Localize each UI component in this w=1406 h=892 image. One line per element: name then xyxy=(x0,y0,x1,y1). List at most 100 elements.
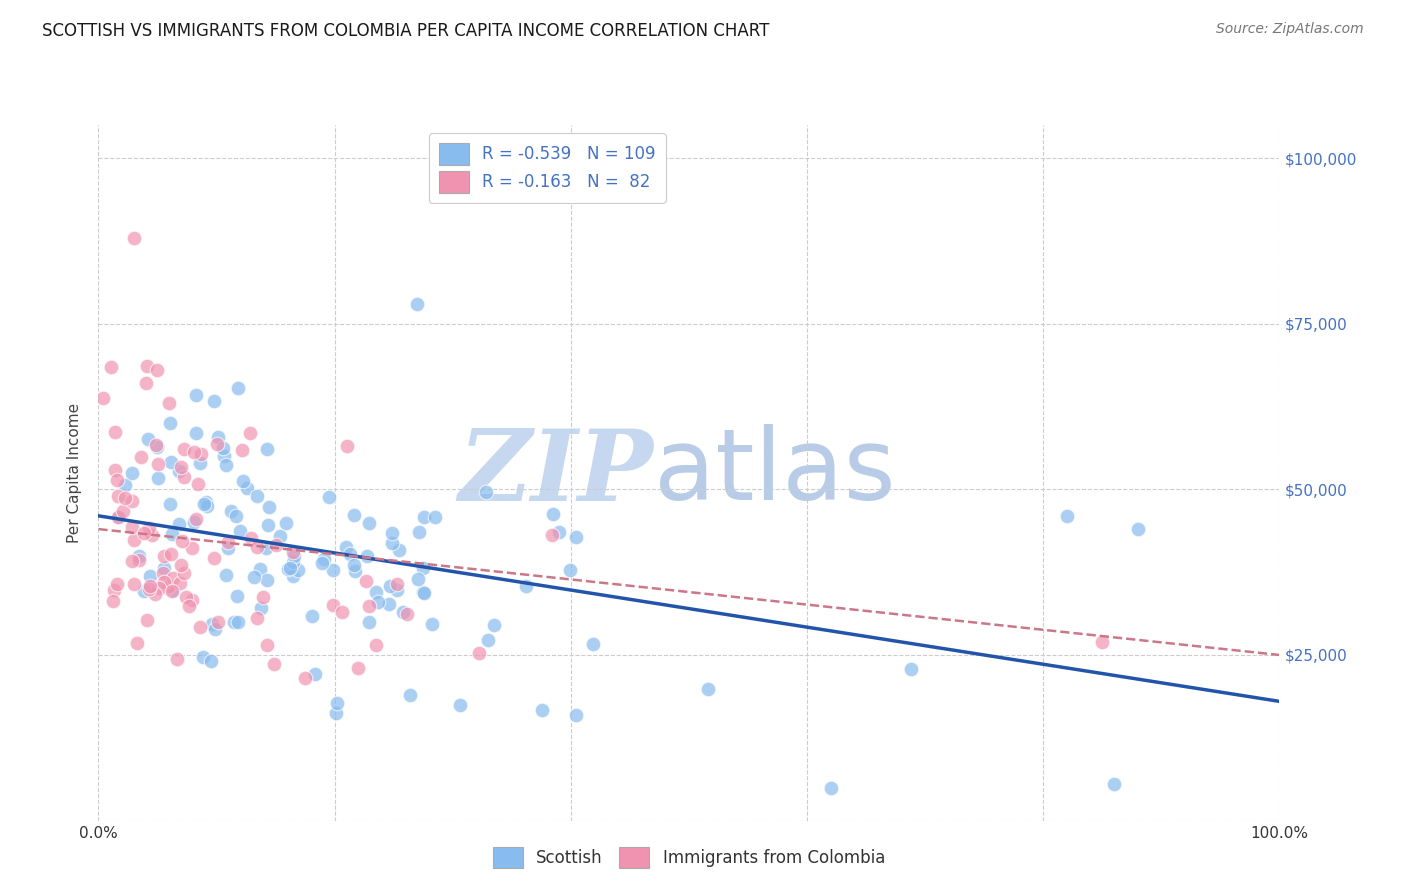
Point xyxy=(167,516,190,531)
Point xyxy=(425,510,447,524)
Point xyxy=(274,516,297,530)
Point xyxy=(122,230,145,244)
Point xyxy=(184,388,207,402)
Point xyxy=(201,617,224,632)
Point xyxy=(256,518,278,533)
Point xyxy=(207,430,229,444)
Point xyxy=(294,671,316,685)
Point xyxy=(378,597,401,611)
Point xyxy=(128,549,150,563)
Point xyxy=(343,508,366,523)
Point xyxy=(128,553,150,567)
Point xyxy=(392,605,415,619)
Point xyxy=(222,615,245,629)
Point xyxy=(1102,777,1125,791)
Point xyxy=(399,688,422,702)
Point xyxy=(193,496,215,510)
Point xyxy=(477,632,499,647)
Point xyxy=(121,466,143,480)
Point xyxy=(200,654,222,668)
Point xyxy=(530,703,553,717)
Point xyxy=(138,582,160,597)
Point xyxy=(387,577,409,591)
Point xyxy=(249,600,271,615)
Point xyxy=(100,359,122,374)
Point xyxy=(134,583,156,598)
Point xyxy=(225,509,247,524)
Point xyxy=(239,425,262,440)
Point xyxy=(169,575,191,590)
Y-axis label: Per Capita Income: Per Capita Income xyxy=(66,402,82,543)
Point xyxy=(381,536,404,550)
Point xyxy=(558,563,581,577)
Point xyxy=(170,558,193,573)
Point xyxy=(212,449,235,463)
Point xyxy=(264,538,287,552)
Point xyxy=(167,464,190,478)
Point xyxy=(194,495,217,509)
Point xyxy=(146,363,169,377)
Point xyxy=(246,489,269,503)
Point xyxy=(231,442,253,457)
Point xyxy=(256,638,278,652)
Point xyxy=(820,780,842,795)
Point xyxy=(254,541,277,556)
Point xyxy=(276,562,298,576)
Point xyxy=(145,438,167,452)
Point xyxy=(159,416,181,430)
Point xyxy=(207,615,229,629)
Point xyxy=(468,646,491,660)
Point xyxy=(322,563,344,577)
Point xyxy=(122,533,145,547)
Point xyxy=(207,437,229,451)
Point xyxy=(420,617,443,632)
Point xyxy=(121,493,143,508)
Point xyxy=(104,463,127,477)
Point xyxy=(217,535,239,549)
Point xyxy=(215,568,238,582)
Point xyxy=(181,541,204,556)
Point xyxy=(160,547,183,561)
Point xyxy=(135,376,157,390)
Point xyxy=(367,595,389,609)
Point xyxy=(283,545,305,559)
Point xyxy=(155,581,177,595)
Point xyxy=(105,473,128,487)
Point xyxy=(335,439,357,453)
Text: Source: ZipAtlas.com: Source: ZipAtlas.com xyxy=(1216,22,1364,37)
Point xyxy=(162,527,184,541)
Point xyxy=(152,566,174,580)
Point xyxy=(396,607,419,622)
Point xyxy=(239,531,262,545)
Point xyxy=(195,499,218,513)
Point xyxy=(343,558,366,572)
Point xyxy=(256,574,278,588)
Point xyxy=(134,526,156,541)
Point xyxy=(475,484,498,499)
Point xyxy=(232,475,254,489)
Point xyxy=(190,447,212,461)
Point xyxy=(219,504,242,518)
Point xyxy=(148,581,170,595)
Point xyxy=(202,551,225,566)
Point xyxy=(245,611,267,625)
Point xyxy=(122,576,145,591)
Point xyxy=(143,587,166,601)
Point xyxy=(135,613,157,627)
Point xyxy=(105,576,128,591)
Point xyxy=(188,456,211,470)
Point xyxy=(170,533,193,548)
Point xyxy=(249,562,271,576)
Point xyxy=(204,623,226,637)
Point xyxy=(356,574,378,588)
Point xyxy=(152,549,174,563)
Point xyxy=(108,509,131,524)
Point xyxy=(146,440,169,454)
Point xyxy=(214,458,236,472)
Point xyxy=(408,524,430,539)
Point xyxy=(121,520,143,534)
Point xyxy=(111,504,134,518)
Point xyxy=(406,572,429,586)
Point xyxy=(217,541,239,556)
Point xyxy=(135,359,157,374)
